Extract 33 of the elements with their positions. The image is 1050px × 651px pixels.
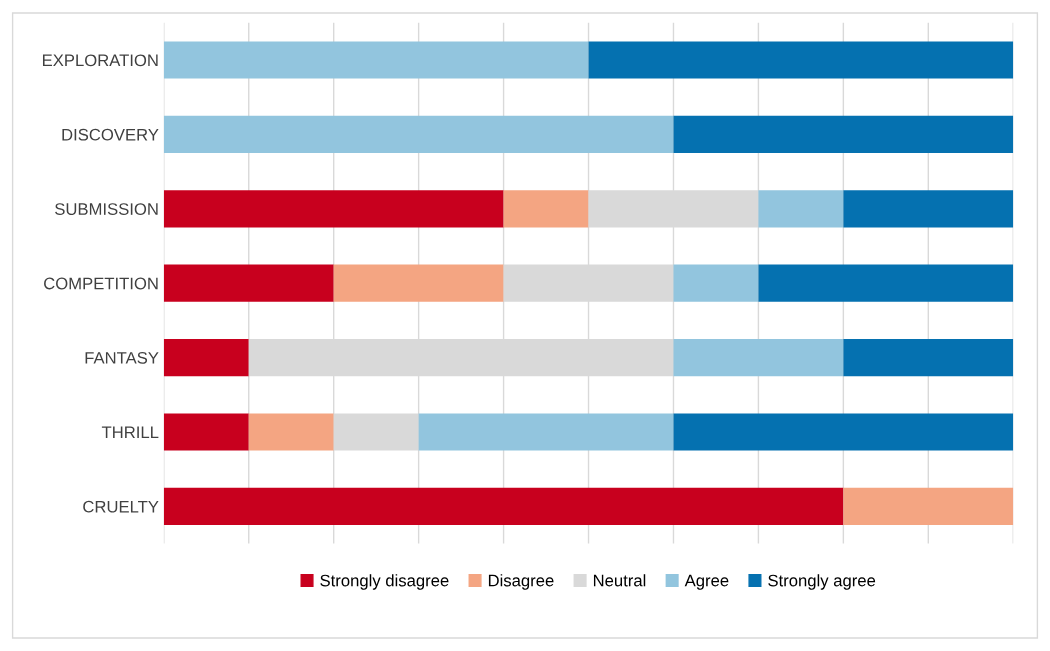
bar — [248, 413, 334, 451]
bar — [758, 264, 1014, 302]
bar — [843, 190, 1014, 228]
bar — [588, 41, 1014, 79]
y-tick-label: SUBMISSION — [55, 203, 158, 215]
y-tick-label: EXPLORATION — [42, 54, 158, 67]
bar — [673, 115, 1014, 153]
legend-label: Strongly disagree — [320, 574, 449, 590]
bar — [163, 115, 674, 153]
y-tick-label: THRILL — [101, 426, 159, 439]
bar — [503, 190, 589, 228]
legend-label: Agree — [684, 574, 729, 590]
bar — [843, 487, 1014, 525]
bar — [758, 190, 844, 228]
legend-label: Neutral — [593, 574, 646, 587]
bar — [843, 338, 1014, 377]
bar — [418, 413, 674, 451]
bar — [673, 413, 1014, 451]
legend-label: Disagree — [488, 574, 554, 590]
bar — [673, 338, 844, 377]
bar — [333, 264, 504, 302]
bar — [163, 338, 249, 377]
y-tick-label: DISCOVERY — [62, 128, 159, 141]
bar — [163, 190, 504, 228]
legend-label: Strongly agree — [768, 574, 876, 590]
bar — [163, 264, 334, 302]
bar — [163, 413, 249, 451]
bar — [163, 41, 589, 79]
y-tick-label: CRUELTY — [83, 500, 159, 513]
bar — [163, 487, 844, 525]
y-tick-label: COMPETITION — [44, 277, 158, 290]
y-tick-label: FANTASY — [85, 351, 159, 364]
bar — [673, 264, 759, 302]
